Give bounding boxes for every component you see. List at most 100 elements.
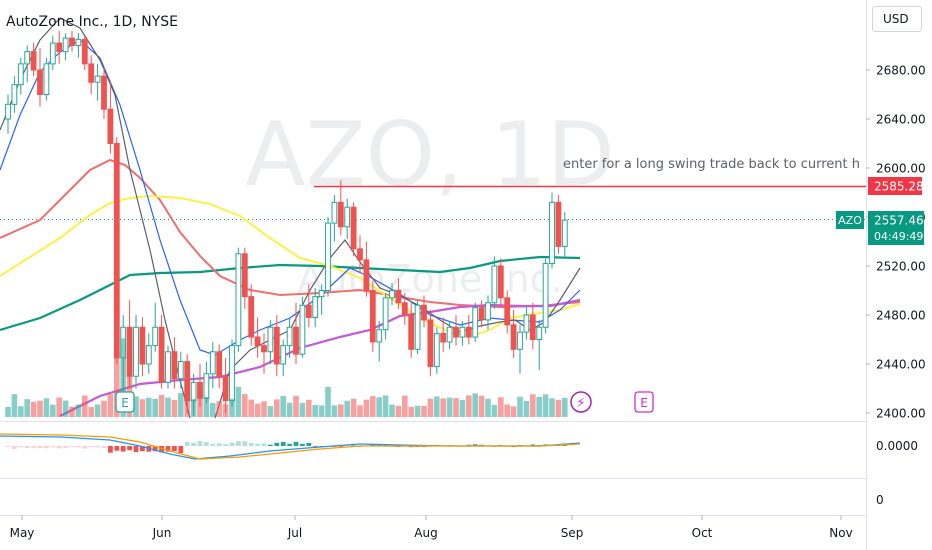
currency-button[interactable]: USD: [872, 6, 922, 32]
volume-bar: [88, 406, 94, 417]
volume-bar: [190, 398, 197, 417]
volume-bar: [478, 395, 485, 417]
candle-body: [427, 319, 434, 367]
candle: [363, 241, 370, 297]
ma-gray-line-1: [0, 17, 191, 419]
candle: [318, 284, 325, 315]
candle: [248, 284, 255, 346]
volume-bar: [459, 400, 466, 417]
candle-body: [555, 201, 562, 247]
annotation-text: enter for a long swing trade back to cur…: [563, 157, 860, 172]
candle: [395, 278, 402, 309]
volume-bar: [293, 395, 299, 417]
candle-body: [254, 336, 261, 347]
volume-bar: [376, 397, 382, 417]
candle-body: [241, 253, 248, 298]
dividend-event-marker[interactable]: ⚡: [570, 391, 592, 413]
candle-body: [286, 326, 293, 347]
volume-bar: [555, 399, 562, 417]
candle: [145, 333, 152, 374]
candle-body: [440, 332, 447, 343]
candle-body: [510, 324, 517, 350]
candle: [369, 280, 376, 352]
volume-bar: [158, 394, 165, 417]
macd-histogram-bar: [530, 444, 536, 446]
candle: [440, 317, 447, 352]
macd-histogram-bar: [236, 441, 241, 446]
candle-body: [344, 206, 351, 228]
volume-bar: [229, 398, 235, 417]
candle-body: [280, 345, 287, 365]
macd-histogram-bar: [300, 443, 305, 446]
price-tick-label: 2640.00: [876, 113, 926, 127]
price-tick-label: 2440.00: [876, 358, 926, 372]
earnings-event-marker[interactable]: E: [115, 391, 135, 413]
candle: [69, 30, 75, 52]
candle: [261, 333, 267, 374]
macd-histogram-bar: [242, 441, 248, 446]
candle-body: [305, 304, 312, 318]
candle-body: [408, 314, 415, 350]
volume-bar: [210, 403, 216, 417]
macd-histogram-bar: [191, 442, 196, 446]
candle: [510, 310, 517, 358]
macd-histogram-bar: [351, 445, 356, 446]
macd-histogram-bar: [140, 446, 145, 452]
candle: [408, 302, 415, 358]
macd-histogram-bar: [229, 442, 235, 446]
macd-histogram-bar: [5, 446, 11, 447]
candle-body: [56, 42, 63, 53]
volume-bar: [69, 406, 75, 417]
volume-bar: [306, 399, 312, 417]
volume-bar: [56, 397, 62, 417]
time-axis[interactable]: May Jun Jul Aug Sep Oct Nov: [10, 515, 853, 540]
candle: [376, 321, 383, 362]
macd-histogram-bar: [306, 442, 312, 446]
volume-bar: [30, 401, 37, 417]
candle-body: [485, 302, 491, 321]
candle-body: [235, 253, 242, 347]
macd-histogram-bar: [108, 446, 113, 453]
candle-body: [229, 345, 235, 402]
candle-body: [376, 329, 383, 343]
macd-signal-line: [0, 433, 581, 460]
candle-body: [299, 304, 306, 355]
time-tick-label: Jun: [152, 526, 172, 540]
candle: [299, 296, 306, 358]
candle-body: [337, 201, 344, 228]
upcoming-earnings-marker[interactable]: E: [634, 391, 654, 413]
candle-body: [357, 248, 363, 261]
symbol-price-tag: AZO: [836, 211, 864, 229]
candle: [267, 319, 274, 364]
svg-text:E: E: [121, 396, 129, 410]
candle: [37, 47, 43, 107]
candle-body: [139, 326, 146, 365]
candle-body: [81, 38, 88, 65]
volume-bar: [146, 397, 152, 417]
volume-bar: [504, 404, 510, 417]
volume-bar: [312, 405, 318, 417]
candle: [485, 295, 491, 330]
candle: [139, 317, 146, 377]
volume-bar: [446, 397, 453, 417]
candle-body: [325, 222, 331, 291]
ma-teal-line: [0, 255, 581, 332]
candle: [43, 57, 50, 101]
macd-histogram-bar: [312, 446, 318, 447]
volume-bar: [414, 405, 421, 417]
candle: [453, 315, 459, 346]
candle-body: [133, 326, 139, 377]
candle: [465, 315, 472, 345]
candle: [222, 357, 229, 413]
candle-body: [17, 63, 24, 86]
volume-bar: [75, 404, 82, 417]
candle: [331, 194, 338, 242]
candle: [357, 235, 363, 273]
price-axis[interactable]: 2400.002440.002480.002520.002560.002600.…: [866, 64, 926, 421]
volume-bar: [286, 402, 293, 417]
candle-body: [414, 304, 421, 350]
candle: [209, 341, 216, 389]
candle-body: [248, 296, 255, 338]
